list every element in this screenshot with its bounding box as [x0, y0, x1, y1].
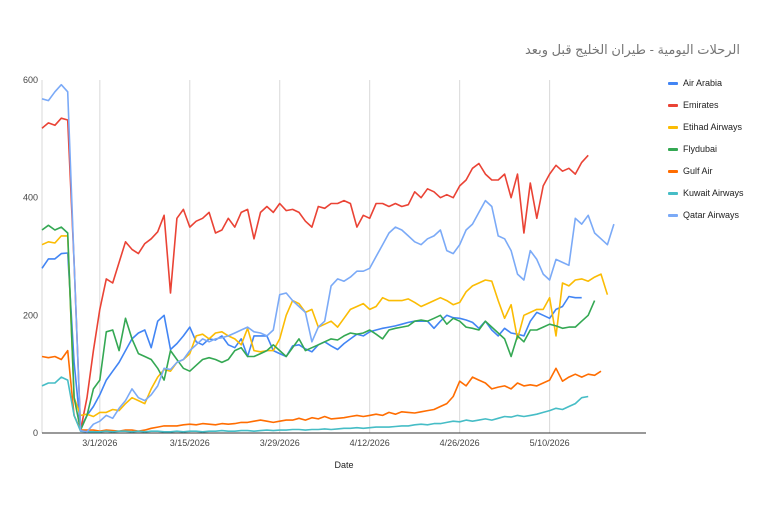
legend-item: Emirates: [668, 94, 744, 116]
series-lines: [41, 83, 615, 433]
y-tick-label: 400: [23, 193, 38, 203]
legend-label: Qatar Airways: [683, 210, 740, 220]
x-tick-label: 3/29/2026: [260, 438, 300, 448]
y-tick-label: 200: [23, 310, 38, 320]
x-axis-ticks: 3/1/2026 3/15/2026 3/29/2026 4/12/2026 4/26/…: [82, 438, 569, 448]
y-tick-label: 600: [23, 75, 38, 85]
legend-item: Air Arabia: [668, 72, 744, 94]
legend-swatch: [668, 213, 678, 217]
legend-label: Gulf Air: [683, 166, 713, 176]
x-tick-label: 3/1/2026: [82, 438, 117, 448]
legend-label: Flydubai: [683, 144, 718, 154]
grid-lines: [41, 80, 646, 434]
legend-label: Etihad Airways: [683, 122, 743, 132]
x-tick-label: 3/15/2026: [170, 438, 210, 448]
x-tick-label: 4/26/2026: [440, 438, 480, 448]
x-tick-label: 5/10/2026: [530, 438, 570, 448]
series-line-etihad-airways: [41, 235, 609, 418]
legend-swatch: [668, 103, 678, 107]
series-line-emirates: [41, 117, 589, 431]
series-line-gulf-air: [41, 349, 602, 433]
legend-swatch: [668, 169, 678, 173]
series-line-flydubai: [41, 224, 596, 431]
legend-swatch: [668, 147, 678, 151]
legend-label: Kuwait Airways: [683, 188, 744, 198]
legend-item: Etihad Airways: [668, 116, 744, 138]
chart-title: الرحلات اليومية - طيران الخليج قبل وبعد: [524, 42, 740, 57]
legend-label: Air Arabia: [683, 78, 723, 88]
x-tick-label: 4/12/2026: [350, 438, 390, 448]
legend-label: Emirates: [683, 100, 719, 110]
legend-swatch: [668, 191, 678, 195]
series-line-qatar-airways: [41, 83, 615, 433]
y-tick-label: 0: [33, 428, 38, 438]
legend-item: Qatar Airways: [668, 204, 744, 226]
x-axis-title: Date: [334, 460, 353, 470]
series-line-kuwait-airways: [41, 376, 589, 433]
legend-item: Gulf Air: [668, 160, 744, 182]
legend-item: Kuwait Airways: [668, 182, 744, 204]
legend: Air Arabia Emirates Etihad Airways Flydubai…: [668, 72, 744, 226]
y-axis-ticks: 0 200 400 600: [23, 75, 38, 438]
legend-swatch: [668, 81, 678, 85]
legend-item: Flydubai: [668, 138, 744, 160]
legend-swatch: [668, 125, 678, 129]
